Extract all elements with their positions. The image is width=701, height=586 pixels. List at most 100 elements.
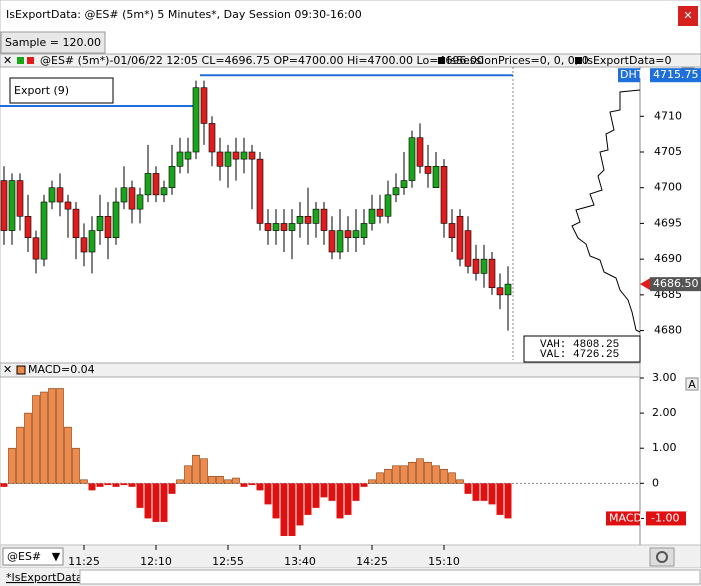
macd-bar: [416, 458, 424, 484]
candle-body: [408, 137, 416, 181]
dropdown-arrow[interactable]: ▼: [52, 550, 61, 563]
candle-body: [152, 173, 160, 196]
macd-bar: [32, 395, 40, 484]
macd-bar: [120, 483, 128, 486]
window-title: IsExportData: @ES# (5m*) 5 Minutes*, Day…: [6, 8, 362, 21]
macd-header-text: MACD=0.04: [28, 363, 95, 376]
candle-body: [464, 230, 472, 267]
volume-profile: [571, 89, 641, 333]
macd-bar: [376, 472, 384, 484]
macd-bar: [336, 483, 344, 519]
close-icon[interactable]: ✕: [683, 9, 692, 22]
export-box: [9, 77, 114, 104]
macd-bar: [56, 388, 64, 484]
candle-body: [272, 223, 280, 231]
macd-header: [0, 362, 641, 378]
candle-body: [136, 194, 144, 210]
candle-body: [504, 283, 512, 296]
candle-body: [184, 151, 192, 160]
refresh-button[interactable]: [649, 547, 675, 567]
macd-bar: [360, 483, 368, 487]
candle-body: [320, 208, 328, 231]
close-button[interactable]: [678, 6, 698, 26]
candle-body: [40, 201, 48, 260]
symbol-label[interactable]: @ES#: [7, 550, 41, 563]
candle-body: [448, 223, 456, 239]
candle-body: [200, 87, 208, 124]
legend-entry: IsSessionPrices=0, 0, 0, 0: [447, 54, 589, 67]
macd-bar: [128, 483, 136, 487]
macd-bar: [112, 483, 120, 487]
macd-bar: [152, 483, 160, 522]
x-tick-label: 14:25: [356, 555, 388, 568]
candle-body: [488, 258, 496, 289]
x-tick-label: 13:40: [284, 555, 316, 568]
legend-entry: IsExportData=0: [584, 54, 671, 67]
macd-bar: [464, 483, 472, 494]
candle-body: [88, 230, 96, 253]
candle-body: [96, 215, 104, 231]
candle-body: [312, 208, 320, 224]
candle-body: [352, 230, 360, 239]
macd-bar: [432, 465, 440, 484]
y-tick-label: 4705: [654, 145, 682, 158]
macd-bar: [296, 483, 304, 526]
macd-bar: [64, 426, 72, 484]
candle-body: [128, 187, 136, 210]
symbol-dropdown[interactable]: [2, 547, 64, 566]
candle-body: [248, 151, 256, 160]
candle-body: [104, 215, 112, 239]
macd-bar: [328, 483, 336, 501]
macd-value-tag: [646, 511, 686, 526]
tab[interactable]: *IsExportData: [6, 571, 83, 584]
price-header-text: @ES# (5m*)-01/06/22 12:05 CL=4696.75 OP=…: [40, 54, 484, 67]
candle-body: [160, 187, 168, 196]
candle-body: [344, 230, 352, 239]
close-pane[interactable]: ✕: [3, 363, 12, 376]
macd-bar: [176, 479, 184, 484]
candle-body: [216, 151, 224, 167]
candle-body: [416, 137, 424, 167]
macd-bar: [288, 483, 296, 536]
macd-bar: [256, 483, 264, 491]
legend-swatch: [438, 57, 445, 64]
candle-body: [80, 237, 88, 253]
refresh-icon[interactable]: [656, 551, 668, 563]
candle-body: [360, 223, 368, 239]
candle-body: [440, 165, 448, 224]
macd-bar: [144, 483, 152, 519]
candle-body: [424, 165, 432, 174]
macd-bar: [240, 483, 248, 487]
macd-bar: [392, 465, 400, 484]
price-header: [0, 53, 701, 68]
macd-bar: [192, 454, 200, 484]
pane-button[interactable]: [685, 377, 699, 391]
macd-bar: [40, 391, 48, 484]
macd-bar: [400, 465, 408, 484]
candle-body: [328, 230, 336, 253]
macd-name-label: MACD: [609, 511, 642, 524]
macd-bar: [440, 468, 448, 484]
close-pane[interactable]: ✕: [3, 54, 12, 67]
pane-button-label[interactable]: A: [688, 378, 696, 391]
legend-swatch: [17, 57, 24, 64]
candle-body: [32, 237, 40, 260]
macd-bar: [456, 479, 464, 484]
x-tick-label: 15:10: [428, 555, 460, 568]
candle-body: [224, 151, 232, 167]
macd-bar: [488, 483, 496, 505]
last-price-label: 4686.50: [653, 277, 699, 290]
candle-body: [120, 187, 128, 203]
scrollbar[interactable]: [79, 569, 701, 585]
value-area-box: [523, 335, 641, 363]
candle-body: [496, 287, 504, 296]
macd-bar: [80, 479, 88, 484]
macd-bar: [8, 447, 16, 484]
macd-bar: [136, 483, 144, 508]
candle-body: [400, 180, 408, 189]
macd-bar: [272, 483, 280, 519]
macd-bar: [280, 483, 288, 536]
candle-body: [240, 151, 248, 160]
sample-box: [0, 31, 106, 54]
